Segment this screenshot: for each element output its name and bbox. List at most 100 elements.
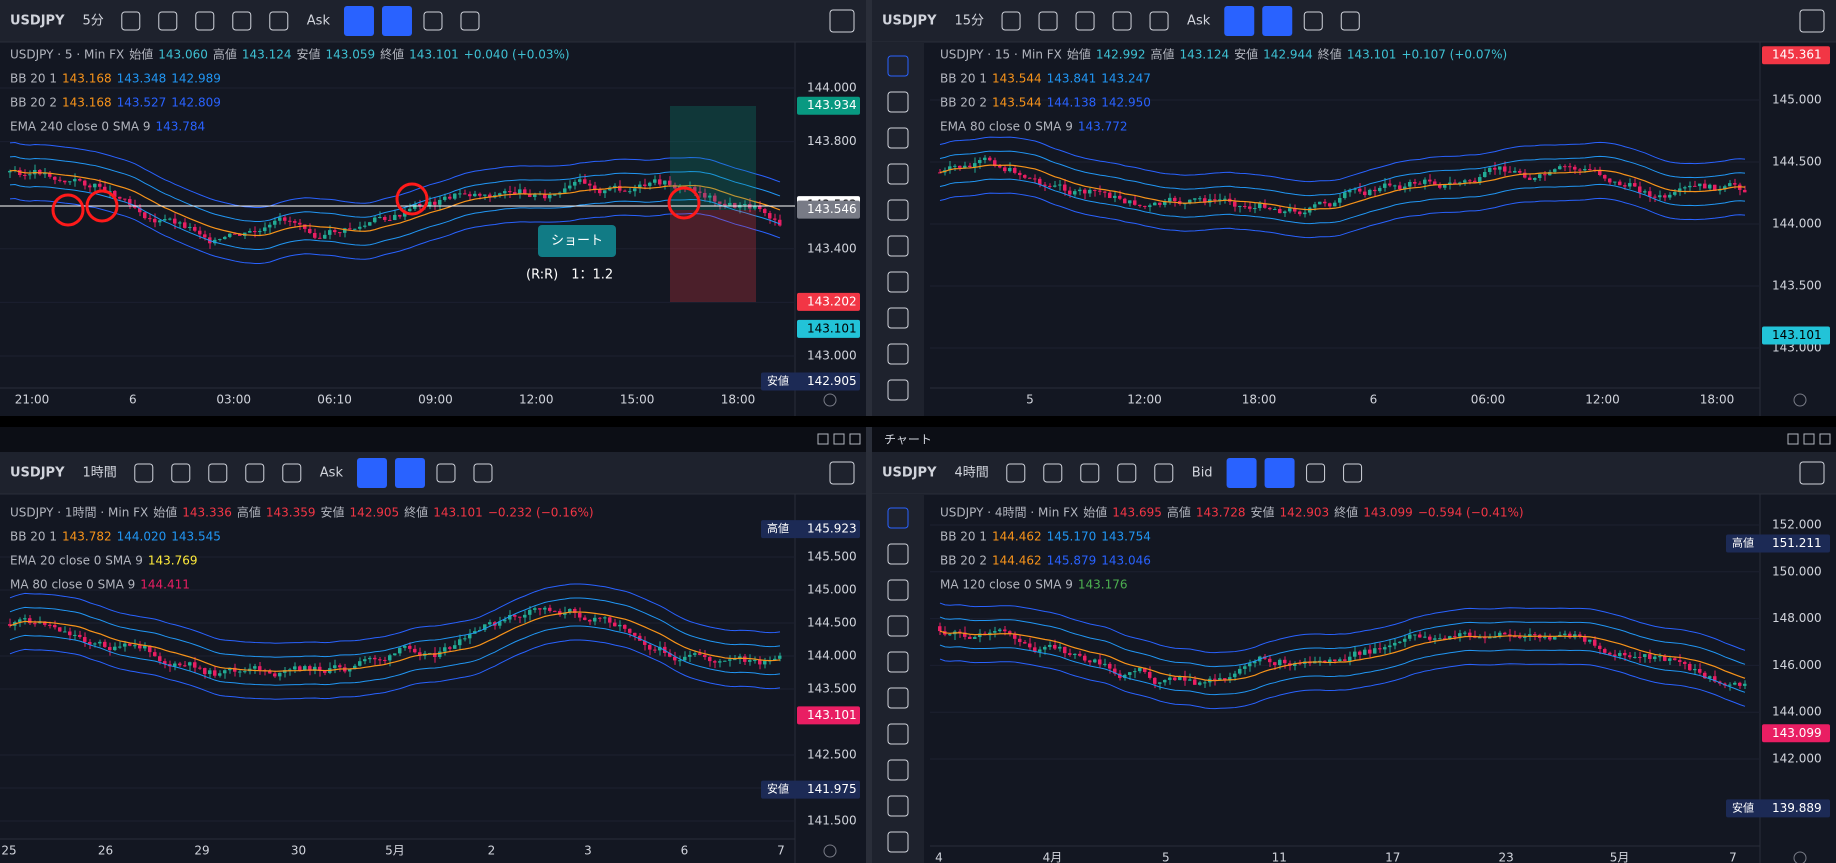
toolbar-icon[interactable] xyxy=(1343,463,1363,483)
toolbar-button[interactable]: 4時間 xyxy=(955,466,989,481)
candle-body xyxy=(138,645,142,649)
toolbar-icon[interactable] xyxy=(1154,463,1174,483)
drawing-tool[interactable] xyxy=(887,723,909,745)
settings-icon[interactable] xyxy=(1793,393,1807,407)
toolbar-icon[interactable] xyxy=(158,11,178,31)
settings-icon[interactable] xyxy=(1793,851,1807,863)
drawing-tool[interactable] xyxy=(887,759,909,781)
toolbar-icon[interactable] xyxy=(134,463,154,483)
toolbar-icon[interactable] xyxy=(1117,463,1137,483)
candle-body xyxy=(773,218,777,220)
legend-text: USDJPY · 15 · Min FX xyxy=(940,48,1062,62)
candle-body xyxy=(188,662,192,666)
candle-body xyxy=(263,227,267,232)
toolbar-icon[interactable] xyxy=(460,11,480,31)
toolbar-button[interactable]: Bid xyxy=(1192,466,1213,481)
header-icon[interactable] xyxy=(849,433,861,445)
layout-button[interactable] xyxy=(1799,461,1825,485)
drawing-tool[interactable] xyxy=(887,831,909,853)
drawing-tool[interactable] xyxy=(887,343,909,365)
drawing-tool[interactable] xyxy=(887,651,909,673)
toolbar-button[interactable]: 1時間 xyxy=(83,466,117,481)
toolbar-button[interactable]: USDJPY xyxy=(10,14,65,29)
header-icon[interactable] xyxy=(1787,433,1799,445)
toolbar-icon[interactable] xyxy=(473,463,493,483)
toolbar-toggle[interactable] xyxy=(1224,6,1255,36)
toolbar-icon[interactable] xyxy=(269,11,289,31)
candle-body xyxy=(1398,185,1402,190)
toolbar-button[interactable]: USDJPY xyxy=(882,466,937,481)
toolbar-button[interactable]: 5分 xyxy=(83,14,104,29)
toolbar-icon[interactable] xyxy=(1038,11,1058,31)
toolbar-icon[interactable] xyxy=(1306,463,1326,483)
toolbar-icon[interactable] xyxy=(1340,11,1360,31)
candle-body xyxy=(1218,678,1222,680)
drawing-tool[interactable] xyxy=(887,163,909,185)
drawing-tool[interactable] xyxy=(887,795,909,817)
drawing-tool[interactable] xyxy=(887,307,909,329)
toolbar-toggle[interactable] xyxy=(1264,458,1295,488)
header-icon[interactable] xyxy=(817,433,829,445)
settings-icon[interactable] xyxy=(823,393,837,407)
toolbar-button[interactable]: Ask xyxy=(307,14,331,29)
toolbar-button[interactable]: Ask xyxy=(1187,14,1211,29)
header-icon[interactable] xyxy=(1803,433,1815,445)
toolbar-toggle[interactable] xyxy=(394,458,425,488)
toolbar-icon[interactable] xyxy=(245,463,265,483)
candle-body xyxy=(728,659,732,661)
toolbar-icon[interactable] xyxy=(171,463,191,483)
settings-icon[interactable] xyxy=(823,844,837,858)
drawing-tool[interactable] xyxy=(887,55,909,77)
toolbar-toggle[interactable] xyxy=(1226,458,1257,488)
drawing-tool[interactable] xyxy=(887,507,909,529)
drawing-tool[interactable] xyxy=(887,235,909,257)
layout-button[interactable] xyxy=(829,461,855,485)
toolbar-icon[interactable] xyxy=(1075,11,1095,31)
toolbar-icon[interactable] xyxy=(1043,463,1063,483)
drawing-tool[interactable] xyxy=(887,127,909,149)
toolbar-toggle[interactable] xyxy=(343,6,374,36)
layout-button[interactable] xyxy=(829,9,855,33)
toolbar-button[interactable]: 15分 xyxy=(955,14,985,29)
toolbar-icon[interactable] xyxy=(1112,11,1132,31)
toolbar-button[interactable]: USDJPY xyxy=(882,14,937,29)
price-tick-label: 145.500 xyxy=(807,550,857,564)
toolbar-icon[interactable] xyxy=(232,11,252,31)
toolbar-icon[interactable] xyxy=(1149,11,1169,31)
candle-body xyxy=(1298,663,1302,665)
header-icon[interactable] xyxy=(833,433,845,445)
candle-body xyxy=(1618,652,1622,657)
toolbar-icon[interactable] xyxy=(1080,463,1100,483)
toolbar-icon[interactable] xyxy=(121,11,141,31)
legend-text: 始値 xyxy=(1083,505,1107,520)
toolbar-toggle[interactable] xyxy=(1262,6,1293,36)
toolbar-button[interactable]: Ask xyxy=(320,466,344,481)
drawing-tool[interactable] xyxy=(887,271,909,293)
toolbar-icon[interactable] xyxy=(436,463,456,483)
candle-body xyxy=(1428,179,1432,182)
legend-text: 高値 xyxy=(1151,47,1175,62)
drawing-tool[interactable] xyxy=(887,199,909,221)
badge-value: 145.923 xyxy=(807,522,857,536)
chart-panel: チャート USDJPY 4時間 Bid 152.000 150.000 148.000 146… xyxy=(872,427,1836,863)
toolbar-icon[interactable] xyxy=(1303,11,1323,31)
toolbar-button[interactable]: USDJPY xyxy=(10,466,65,481)
drawing-tool[interactable] xyxy=(887,579,909,601)
drawing-tool[interactable] xyxy=(887,687,909,709)
layout-button[interactable] xyxy=(1799,9,1825,33)
toolbar-toggle[interactable] xyxy=(356,458,387,488)
drawing-tool[interactable] xyxy=(887,91,909,113)
toolbar-icon[interactable] xyxy=(1001,11,1021,31)
toolbar-icon[interactable] xyxy=(195,11,215,31)
toolbar-icon[interactable] xyxy=(282,463,302,483)
candle-body xyxy=(1268,658,1272,663)
toolbar-toggle[interactable] xyxy=(381,6,412,36)
drawing-tool[interactable] xyxy=(887,615,909,637)
drawing-tool[interactable] xyxy=(887,543,909,565)
toolbar-icon[interactable] xyxy=(1006,463,1026,483)
drawing-tool[interactable] xyxy=(887,379,909,401)
candle-body xyxy=(1518,636,1522,638)
toolbar-icon[interactable] xyxy=(208,463,228,483)
header-icon[interactable] xyxy=(1819,433,1831,445)
toolbar-icon[interactable] xyxy=(423,11,443,31)
